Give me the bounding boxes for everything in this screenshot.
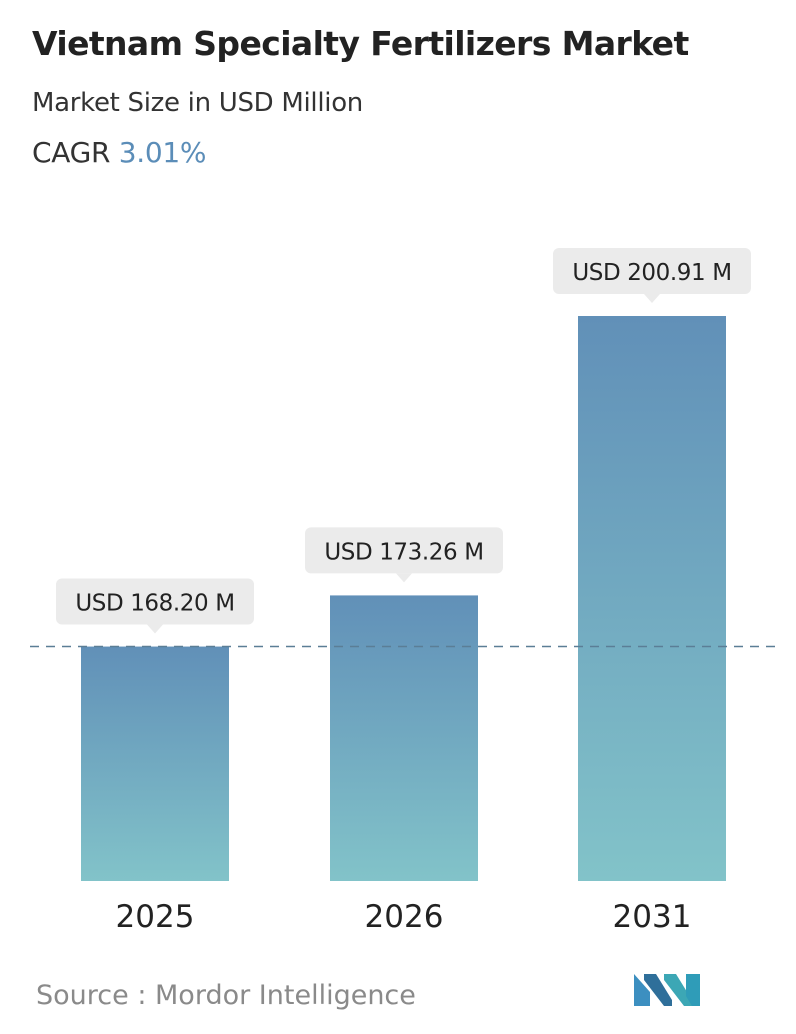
data-label-pointer xyxy=(147,624,163,634)
data-label-box xyxy=(553,248,751,294)
source-label: Source : xyxy=(36,980,147,1011)
cagr-line: CAGR 3.01% xyxy=(32,136,207,169)
bars-layer xyxy=(81,316,726,881)
chart-title: Vietnam Specialty Fertilizers Market xyxy=(32,24,689,63)
data-label-text: USD 168.20 M xyxy=(75,591,234,617)
bar-2026 xyxy=(330,595,478,881)
data-label-2026: USD 173.26 M xyxy=(305,527,503,583)
data-label-pointer xyxy=(396,573,412,583)
data-label-pointer xyxy=(644,294,660,303)
labels-layer: 2025 USD 168.20 M 2026 USD 173.26 M 2031 USD … xyxy=(56,248,751,935)
mordor-intelligence-logo-icon xyxy=(634,974,700,1006)
data-label-box xyxy=(305,527,503,574)
data-label-text: USD 200.91 M xyxy=(572,260,731,286)
source-line: Source : Mordor Intelligence xyxy=(36,980,416,1011)
x-tick-label-2025: 2025 xyxy=(116,899,195,935)
x-tick-label-2031: 2031 xyxy=(613,899,692,935)
data-label-text: USD 173.26 M xyxy=(324,539,483,565)
chart-subtitle: Market Size in USD Million xyxy=(32,88,363,118)
bar-2025 xyxy=(81,646,229,881)
cagr-value: 3.01% xyxy=(118,136,207,169)
data-label-box xyxy=(56,578,254,625)
x-tick-label-2026: 2026 xyxy=(365,899,444,935)
data-label-2025: USD 168.20 M xyxy=(56,578,254,634)
cagr-label: CAGR xyxy=(32,136,111,169)
bar-chart: 2025 USD 168.20 M 2026 USD 173.26 M 2031 USD … xyxy=(30,248,782,935)
data-label-2031: USD 200.91 M xyxy=(553,248,751,303)
source-value: Mordor Intelligence xyxy=(155,980,416,1011)
bar-2031 xyxy=(578,316,726,881)
